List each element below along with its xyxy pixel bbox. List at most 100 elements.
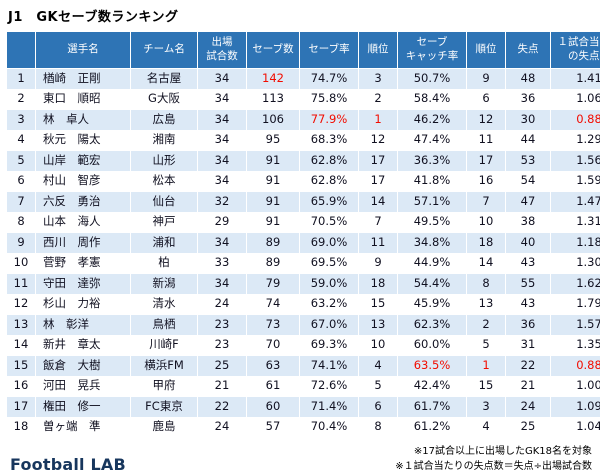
header-cell-games: 出場 試合数 — [198, 32, 247, 69]
cell-catch-rate: 63.5% — [398, 356, 467, 377]
cell-games: 32 — [198, 192, 247, 213]
cell-save-rate: 74.1% — [300, 356, 359, 377]
cell-catch-rate-rank: 3 — [467, 397, 506, 418]
cell-saves: 61 — [247, 376, 300, 397]
cell-per-game: 1.57 — [551, 315, 600, 336]
cell-team: 横浜FM — [131, 356, 198, 377]
cell-conceded: 36 — [506, 89, 551, 110]
cell-saves: 95 — [247, 130, 300, 151]
cell-games: 34 — [198, 110, 247, 131]
cell-team: 甲府 — [131, 376, 198, 397]
cell-per-game: 1.79 — [551, 294, 600, 315]
cell-games: 33 — [198, 253, 247, 274]
cell-per-game: 0.88 — [551, 110, 600, 131]
header-cell-catch-rate-rank: 順位 — [467, 32, 506, 69]
cell-catch-rate-rank: 18 — [467, 233, 506, 254]
cell-name: 曽ヶ端 準 — [36, 417, 131, 438]
cell-per-game: 1.35 — [551, 335, 600, 356]
cell-rank: 5 — [7, 151, 36, 172]
cell-team: FC東京 — [131, 397, 198, 418]
cell-catch-rate-rank: 5 — [467, 335, 506, 356]
cell-rank: 10 — [7, 253, 36, 274]
cell-name: 秋元 陽太 — [36, 130, 131, 151]
cell-catch-rate-rank: 16 — [467, 171, 506, 192]
cell-team: 仙台 — [131, 192, 198, 213]
cell-save-rate-rank: 8 — [359, 417, 398, 438]
cell-rank: 17 — [7, 397, 36, 418]
cell-rank: 4 — [7, 130, 36, 151]
cell-conceded: 54 — [506, 171, 551, 192]
cell-team: 新潟 — [131, 274, 198, 295]
cell-per-game: 1.47 — [551, 192, 600, 213]
cell-name: 村山 智彦 — [36, 171, 131, 192]
cell-name: 西川 周作 — [36, 233, 131, 254]
cell-catch-rate: 44.9% — [398, 253, 467, 274]
cell-catch-rate: 50.7% — [398, 69, 467, 90]
cell-catch-rate-rank: 12 — [467, 110, 506, 131]
cell-conceded: 44 — [506, 130, 551, 151]
header-cell-name: 選手名 — [36, 32, 131, 69]
cell-catch-rate: 47.4% — [398, 130, 467, 151]
cell-name: 杉山 力裕 — [36, 294, 131, 315]
cell-name: 林 卓人 — [36, 110, 131, 131]
cell-catch-rate: 61.7% — [398, 397, 467, 418]
cell-name: 六反 勇治 — [36, 192, 131, 213]
cell-catch-rate-rank: 17 — [467, 151, 506, 172]
cell-catch-rate-rank: 7 — [467, 192, 506, 213]
cell-per-game: 1.18 — [551, 233, 600, 254]
cell-rank: 18 — [7, 417, 36, 438]
cell-conceded: 38 — [506, 212, 551, 233]
cell-catch-rate: 54.4% — [398, 274, 467, 295]
cell-save-rate-rank: 10 — [359, 335, 398, 356]
cell-catch-rate: 46.2% — [398, 110, 467, 131]
header-cell-rank — [7, 32, 36, 69]
cell-team: 柏 — [131, 253, 198, 274]
cell-team: 神戸 — [131, 212, 198, 233]
cell-games: 21 — [198, 376, 247, 397]
cell-save-rate: 70.5% — [300, 212, 359, 233]
cell-conceded: 48 — [506, 69, 551, 90]
cell-catch-rate-rank: 9 — [467, 69, 506, 90]
cell-catch-rate: 41.8% — [398, 171, 467, 192]
cell-per-game: 1.59 — [551, 171, 600, 192]
cell-games: 34 — [198, 171, 247, 192]
cell-conceded: 31 — [506, 335, 551, 356]
cell-save-rate: 65.9% — [300, 192, 359, 213]
cell-conceded: 22 — [506, 356, 551, 377]
cell-save-rate: 69.3% — [300, 335, 359, 356]
cell-per-game: 1.06 — [551, 89, 600, 110]
cell-games: 23 — [198, 335, 247, 356]
cell-games: 22 — [198, 397, 247, 418]
cell-save-rate-rank: 6 — [359, 397, 398, 418]
cell-conceded: 47 — [506, 192, 551, 213]
cell-rank: 13 — [7, 315, 36, 336]
cell-rank: 16 — [7, 376, 36, 397]
cell-saves: 89 — [247, 253, 300, 274]
cell-save-rate: 70.4% — [300, 417, 359, 438]
cell-save-rate: 69.5% — [300, 253, 359, 274]
cell-per-game: 1.00 — [551, 376, 600, 397]
cell-rank: 8 — [7, 212, 36, 233]
cell-name: 東口 順昭 — [36, 89, 131, 110]
cell-save-rate-rank: 1 — [359, 110, 398, 131]
cell-catch-rate: 36.3% — [398, 151, 467, 172]
football-lab-logo: Football LAB — [8, 455, 126, 474]
cell-catch-rate-rank: 4 — [467, 417, 506, 438]
cell-games: 24 — [198, 417, 247, 438]
cell-save-rate: 77.9% — [300, 110, 359, 131]
cell-team: 鹿島 — [131, 417, 198, 438]
cell-catch-rate-rank: 11 — [467, 130, 506, 151]
cell-save-rate-rank: 17 — [359, 171, 398, 192]
cell-games: 34 — [198, 89, 247, 110]
cell-team: 浦和 — [131, 233, 198, 254]
cell-per-game: 1.56 — [551, 151, 600, 172]
